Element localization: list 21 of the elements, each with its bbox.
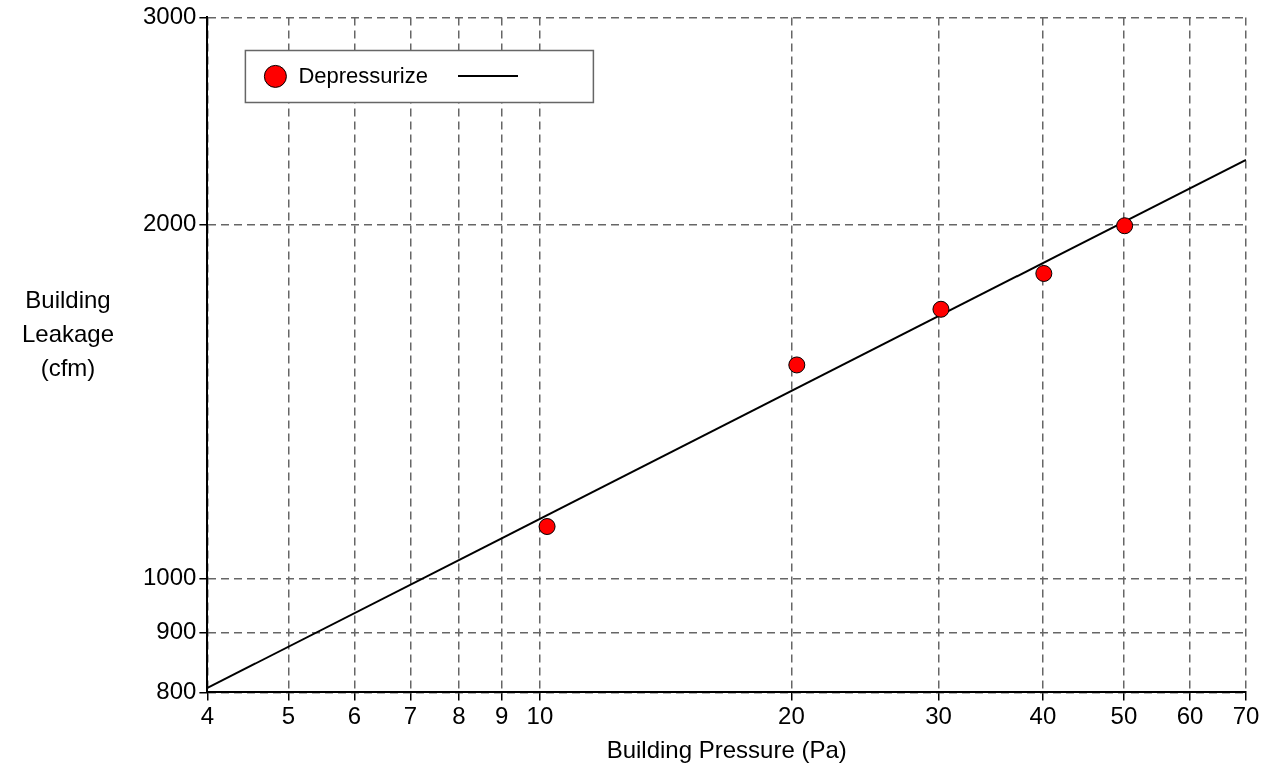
x-tick-label: 5 (281, 702, 296, 730)
x-tick-label: 9 (494, 702, 509, 730)
x-axis-title: Building Pressure (Pa) (606, 736, 847, 764)
x-tick-label: 4 (200, 702, 215, 730)
x-tick-label: 10 (526, 702, 554, 730)
y-tick-label: 2000 (143, 209, 197, 237)
legend-label: Depressurize (298, 63, 428, 89)
x-tick-label: 6 (347, 702, 362, 730)
x-tick-label: 8 (452, 702, 466, 730)
x-tick-label: 70 (1232, 702, 1260, 730)
y-tick-label: 1000 (143, 563, 197, 591)
y-tick-label: 900 (156, 616, 197, 644)
y-tick-label: 800 (156, 677, 197, 705)
y-axis-title: Building Leakage (cfm) (21, 285, 115, 381)
x-tick-label: 50 (1110, 702, 1138, 730)
x-tick-label: 20 (778, 702, 805, 730)
y-tick-label: 3000 (143, 2, 197, 30)
x-tick-label: 7 (403, 702, 418, 730)
x-tick-label: 30 (925, 702, 952, 730)
x-tick-label: 40 (1029, 702, 1057, 730)
x-tick-label: 60 (1176, 702, 1204, 730)
